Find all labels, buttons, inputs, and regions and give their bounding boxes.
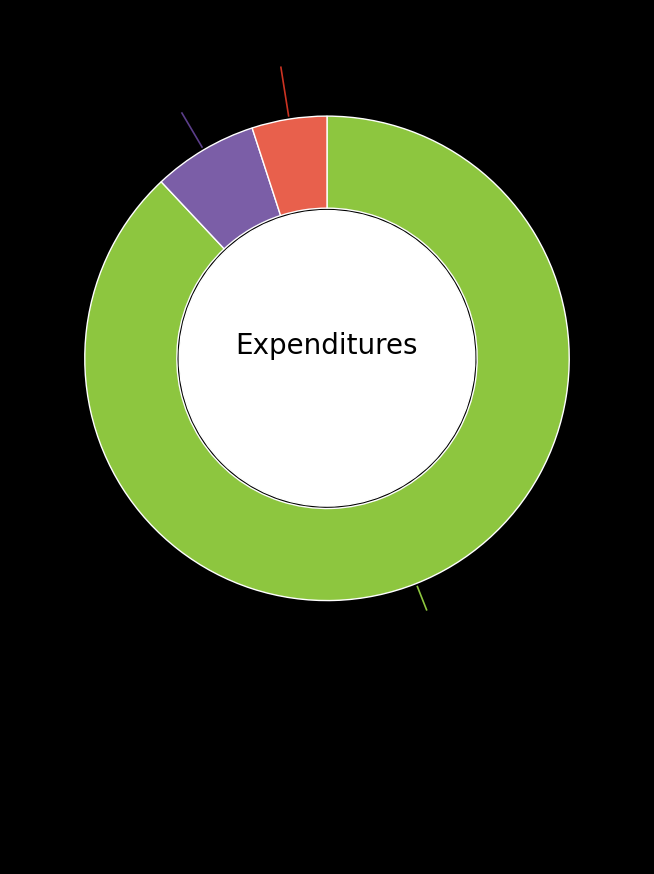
Wedge shape	[161, 128, 281, 249]
Wedge shape	[252, 116, 327, 216]
Text: Expenditures: Expenditures	[235, 332, 419, 360]
Wedge shape	[85, 116, 569, 600]
Circle shape	[179, 211, 475, 506]
